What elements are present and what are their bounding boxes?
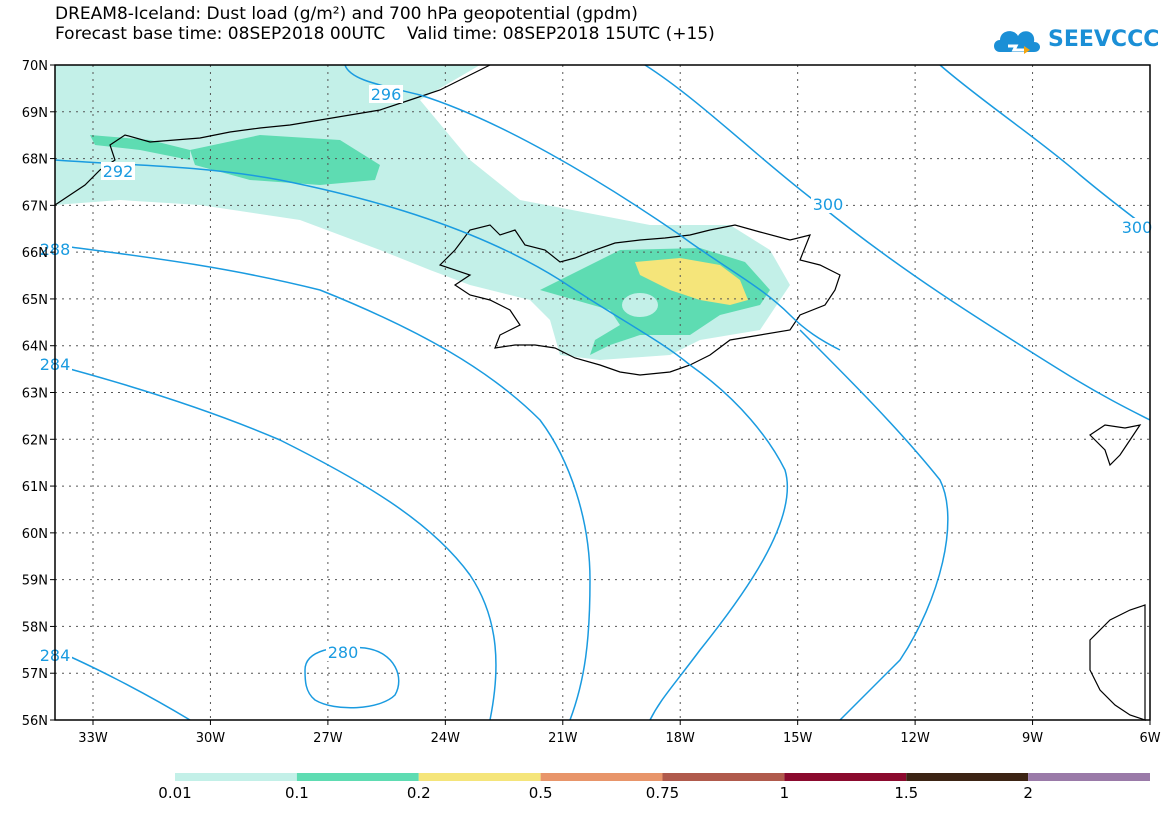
lat-label: 66N	[22, 246, 48, 261]
colorbar-label: 0.5	[528, 784, 553, 802]
colorbar-segment	[662, 773, 785, 781]
lon-label: 6W	[1139, 731, 1160, 746]
colorbar-segment	[906, 773, 1029, 781]
colorbar	[175, 773, 1150, 781]
lat-label: 57N	[22, 667, 48, 682]
contour-label: 296	[371, 85, 402, 104]
colorbar-label: 1	[779, 784, 790, 802]
lat-label: 60N	[22, 527, 48, 542]
iceland-coast	[438, 224, 841, 376]
contour-288	[54, 244, 591, 721]
contour-label: 280	[328, 643, 359, 662]
lat-label: 64N	[22, 340, 48, 355]
colorbar-segment	[784, 773, 907, 781]
colorbar-label: 0.01	[158, 784, 192, 802]
dust-area-high	[635, 258, 748, 305]
lat-label: 68N	[22, 153, 48, 168]
lon-label: 21W	[548, 731, 578, 746]
contour-300b	[939, 64, 1151, 231]
colorbar-segment	[418, 773, 541, 781]
dust-hole	[622, 293, 658, 317]
colorbar-segment	[540, 773, 663, 781]
colorbar-segment	[1028, 773, 1150, 781]
lon-label: 12W	[900, 731, 930, 746]
scotland-coast	[1089, 604, 1146, 721]
contour-label: 300	[813, 195, 844, 214]
colorbar-label: 0.1	[284, 784, 309, 802]
lat-label: 62N	[22, 433, 48, 448]
contour-292	[54, 159, 788, 721]
lat-label: 56N	[22, 714, 48, 729]
dust-load-shading	[55, 65, 790, 360]
lon-label: 24W	[431, 731, 461, 746]
lat-lon-grid	[55, 65, 1150, 720]
cloud-logo-icon	[994, 31, 1040, 54]
colorbar-segment	[175, 773, 297, 781]
lon-label: 27W	[313, 731, 343, 746]
lat-label: 65N	[22, 293, 48, 308]
contour-300	[644, 64, 1151, 421]
contour-284a	[54, 364, 497, 721]
contour-284b	[54, 649, 191, 721]
colorbar-segment	[296, 773, 419, 781]
lat-label: 58N	[22, 620, 48, 635]
map-title-line-2: Forecast base time: 08SEP2018 00UTC Vali…	[55, 24, 715, 44]
colorbar-label: 0.2	[406, 784, 431, 802]
logo-text: SEEVCCC	[1048, 27, 1160, 52]
lon-label: 18W	[666, 731, 696, 746]
lat-label: 63N	[22, 387, 48, 402]
lon-label: 9W	[1022, 731, 1043, 746]
colorbar-label: 0.75	[645, 784, 680, 802]
lat-label: 69N	[22, 106, 48, 121]
lat-label: 67N	[22, 199, 48, 214]
geopotential-contours	[54, 64, 1151, 721]
faroe-coast	[1089, 424, 1142, 467]
map-title-line-1: DREAM8-Iceland: Dust load (g/m²) and 700…	[55, 4, 638, 24]
seevccc-logo: SEEVCCC	[990, 20, 1159, 60]
lon-label: 15W	[783, 731, 813, 746]
colorbar-label: 2	[1023, 784, 1033, 802]
contour-label: 300	[1122, 218, 1153, 237]
colorbar-label: 1.5	[894, 784, 919, 802]
axis-ticks: 70N 69N 68N 67N 66N 65N 64N 63N 62N 61N 60N 59N 58N 5…	[22, 59, 1161, 746]
contour-right-1	[799, 329, 949, 721]
lat-label: 61N	[22, 480, 48, 495]
dust-area-medium-1	[190, 135, 380, 185]
lat-label: 59N	[22, 574, 48, 589]
lon-label: 30W	[196, 731, 226, 746]
contour-label: 292	[103, 162, 134, 181]
lat-label: 70N	[22, 59, 48, 74]
lon-label: 33W	[78, 731, 108, 746]
